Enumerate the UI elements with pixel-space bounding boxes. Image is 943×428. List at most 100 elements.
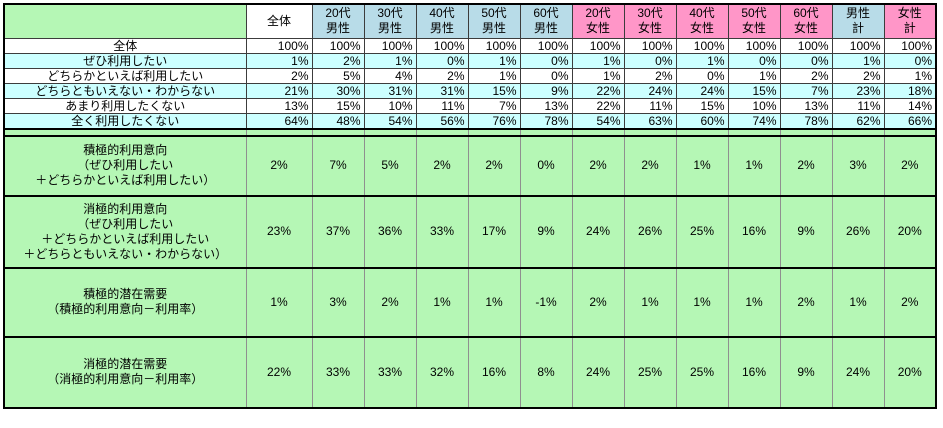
spacer-cell — [727, 127, 781, 137]
cell-negative-intent-f40: 25% — [675, 194, 729, 269]
cell-use-somewhat-m30: 4% — [363, 67, 417, 84]
cell-use-somewhat-m40: 2% — [415, 67, 469, 84]
row-label-use-not-really: あまり利用したくない — [3, 97, 247, 114]
cell-total-f50: 100% — [727, 37, 781, 54]
summary-row-negative-latent-demand: 消極的潜在需要 （消極的利用意向－利用率） 22% 33% 33% 32% 16% 8% 24… — [3, 335, 937, 409]
cell-total-f-total: 100% — [883, 37, 937, 54]
cell-negative-latent-demand-m-total: 24% — [831, 335, 885, 409]
cell-use-never-f30: 63% — [623, 112, 677, 129]
spacer-cell — [779, 127, 833, 137]
cell-negative-latent-demand-m40: 32% — [415, 335, 469, 409]
cell-neutral-unknown-f40: 24% — [675, 82, 729, 99]
cell-use-never-f60: 78% — [779, 112, 833, 129]
cell-use-never-m60: 78% — [519, 112, 573, 129]
column-header-m20: 20代 男性 — [311, 3, 365, 39]
cell-negative-latent-demand-f60: 9% — [779, 335, 833, 409]
column-header-f20: 20代 女性 — [571, 3, 625, 39]
cell-positive-latent-demand-f50: 1% — [727, 266, 781, 338]
cell-total-m-total: 100% — [831, 37, 885, 54]
cell-use-somewhat-f30: 2% — [623, 67, 677, 84]
spacer-cell — [675, 127, 729, 137]
cell-use-somewhat-f40: 0% — [675, 67, 729, 84]
spacer-cell — [883, 127, 937, 137]
column-header-f40: 40代 女性 — [675, 3, 729, 39]
cell-use-somewhat-m60: 0% — [519, 67, 573, 84]
cell-use-not-really-m20: 15% — [311, 97, 365, 114]
cell-positive-latent-demand-m60: -1% — [519, 266, 573, 338]
row-label-neutral-unknown: どちらともいえない・わからない — [3, 82, 247, 99]
cell-use-definitely-overall: 1% — [245, 52, 313, 69]
cell-use-definitely-m30: 1% — [363, 52, 417, 69]
cell-use-definitely-f50: 0% — [727, 52, 781, 69]
cell-use-definitely-f40: 1% — [675, 52, 729, 69]
cell-use-somewhat-f-total: 1% — [883, 67, 937, 84]
cell-positive-intent-m40: 2% — [415, 134, 469, 197]
cell-use-somewhat-m-total: 2% — [831, 67, 885, 84]
column-header-f60: 60代 女性 — [779, 3, 833, 39]
cell-use-never-f40: 60% — [675, 112, 729, 129]
cell-use-not-really-f40: 15% — [675, 97, 729, 114]
cell-use-never-m40: 56% — [415, 112, 469, 129]
cell-negative-latent-demand-m20: 33% — [311, 335, 365, 409]
cell-positive-intent-f-total: 2% — [883, 134, 937, 197]
cell-positive-latent-demand-f30: 1% — [623, 266, 677, 338]
cell-use-not-really-m30: 10% — [363, 97, 417, 114]
summary-label-negative-latent-demand: 消極的潜在需要 （消極的利用意向－利用率） — [3, 335, 247, 409]
cell-negative-latent-demand-f40: 25% — [675, 335, 729, 409]
spacer-row — [3, 127, 937, 137]
cell-use-definitely-m40: 0% — [415, 52, 469, 69]
cell-use-not-really-f-total: 14% — [883, 97, 937, 114]
cell-positive-intent-overall: 2% — [245, 134, 313, 197]
cell-negative-latent-demand-f20: 24% — [571, 335, 625, 409]
cell-neutral-unknown-f-total: 18% — [883, 82, 937, 99]
cell-use-never-m50: 76% — [467, 112, 521, 129]
column-header-f50: 50代 女性 — [727, 3, 781, 39]
cell-negative-intent-f30: 26% — [623, 194, 677, 269]
cell-total-f40: 100% — [675, 37, 729, 54]
cell-total-m50: 100% — [467, 37, 521, 54]
column-header-m-total: 男性 計 — [831, 3, 885, 39]
summary-row-negative-intent: 消極的利用意向 （ぜひ利用したい ＋どちらかといえば利用したい ＋どちらともいえ… — [3, 194, 937, 269]
cell-negative-latent-demand-m60: 8% — [519, 335, 573, 409]
cell-use-not-really-m50: 7% — [467, 97, 521, 114]
table-row-neutral-unknown: どちらともいえない・わからない 21% 30% 31% 31% 15% 9% 22% 24% 24… — [3, 82, 937, 99]
spacer-cell — [363, 127, 417, 137]
cell-total-m30: 100% — [363, 37, 417, 54]
cell-positive-intent-m30: 5% — [363, 134, 417, 197]
column-header-m30: 30代 男性 — [363, 3, 417, 39]
cell-neutral-unknown-m50: 15% — [467, 82, 521, 99]
cell-use-somewhat-m20: 5% — [311, 67, 365, 84]
spacer-cell — [623, 127, 677, 137]
cell-neutral-unknown-overall: 21% — [245, 82, 313, 99]
cell-neutral-unknown-m30: 31% — [363, 82, 417, 99]
cell-use-not-really-m-total: 11% — [831, 97, 885, 114]
cell-positive-intent-f40: 1% — [675, 134, 729, 197]
column-header-m60: 60代 男性 — [519, 3, 573, 39]
spacer-cell — [831, 127, 885, 137]
table-row-use-somewhat: どちらかといえば利用したい 2% 5% 4% 2% 1% 0% 1% 2% 0% 1% 2% 2% 1% — [3, 67, 937, 84]
cell-negative-latent-demand-overall: 22% — [245, 335, 313, 409]
summary-label-positive-intent: 積極的利用意向 （ぜひ利用したい ＋どちらかといえば利用したい） — [3, 134, 247, 197]
cell-negative-intent-overall: 23% — [245, 194, 313, 269]
spacer-cell — [311, 127, 365, 137]
cell-positive-latent-demand-overall: 1% — [245, 266, 313, 338]
cell-positive-latent-demand-m-total: 1% — [831, 266, 885, 338]
spacer-cell — [571, 127, 625, 137]
cell-positive-intent-m60: 0% — [519, 134, 573, 197]
cell-positive-latent-demand-m40: 1% — [415, 266, 469, 338]
cell-positive-intent-f50: 1% — [727, 134, 781, 197]
cell-negative-latent-demand-f30: 25% — [623, 335, 677, 409]
cell-use-definitely-f20: 1% — [571, 52, 625, 69]
cell-use-somewhat-overall: 2% — [245, 67, 313, 84]
cell-positive-intent-f60: 2% — [779, 134, 833, 197]
cell-positive-intent-f20: 2% — [571, 134, 625, 197]
cell-neutral-unknown-f30: 24% — [623, 82, 677, 99]
cell-use-never-m-total: 62% — [831, 112, 885, 129]
cell-positive-intent-m-total: 3% — [831, 134, 885, 197]
cell-use-never-m30: 54% — [363, 112, 417, 129]
cell-use-somewhat-m50: 1% — [467, 67, 521, 84]
cell-use-never-f50: 74% — [727, 112, 781, 129]
cell-positive-latent-demand-m20: 3% — [311, 266, 365, 338]
spacer-cell — [415, 127, 469, 137]
cell-positive-latent-demand-f-total: 2% — [883, 266, 937, 338]
